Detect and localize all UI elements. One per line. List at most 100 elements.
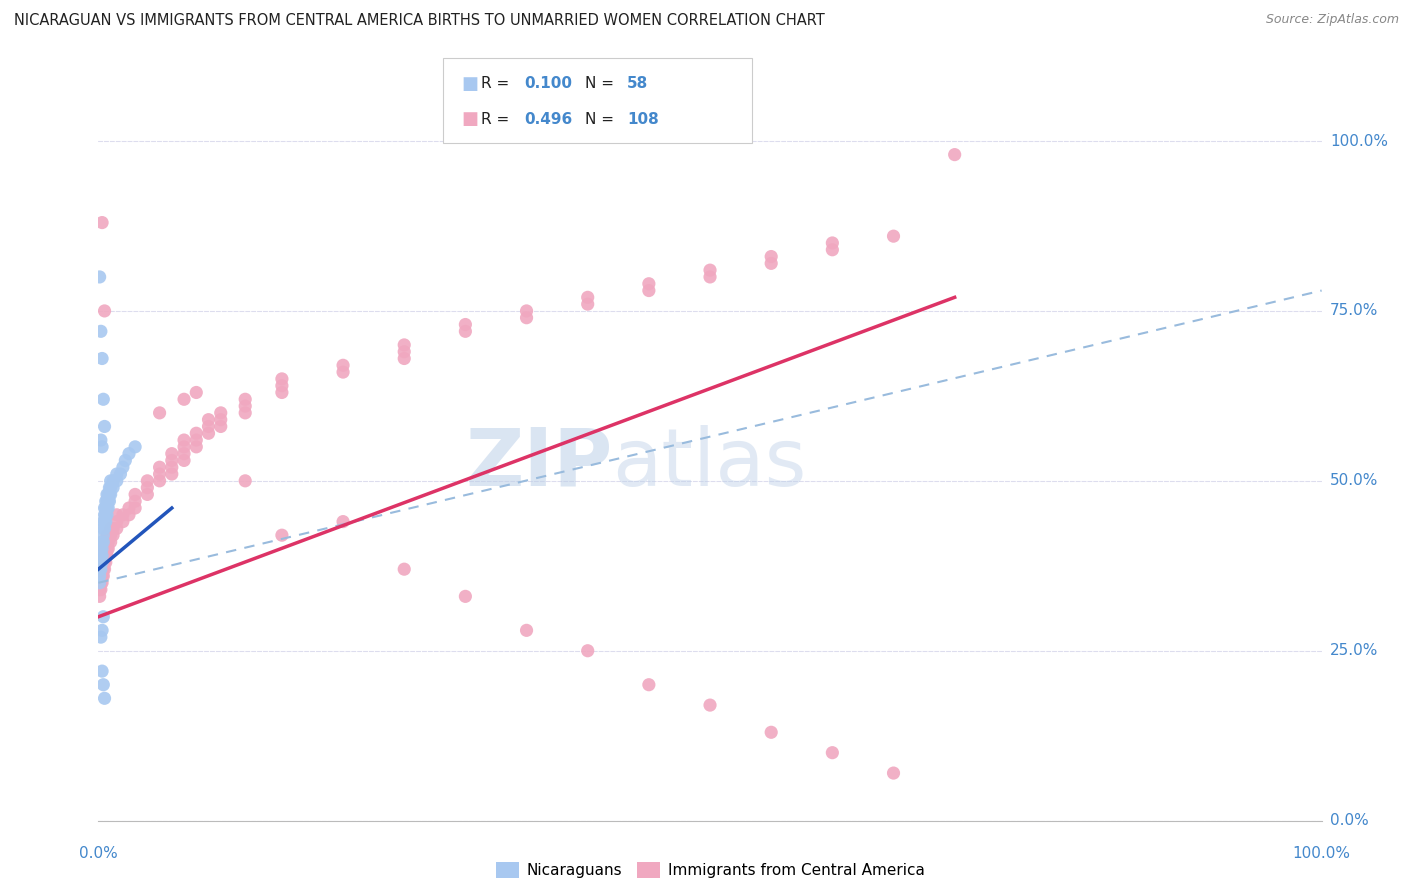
Point: [197, 426, 219, 441]
Point: [515, 310, 537, 325]
Point: [100, 535, 122, 549]
Text: 0.496: 0.496: [524, 112, 572, 127]
Point: [91, 555, 114, 569]
Point: [100, 528, 122, 542]
Point: [515, 624, 537, 638]
Point: [96, 494, 118, 508]
Text: ZIP: ZIP: [465, 425, 612, 503]
Point: [94, 508, 117, 522]
Point: [91, 569, 114, 583]
Point: [93, 549, 115, 563]
Point: [93, 562, 115, 576]
Point: [96, 549, 118, 563]
Point: [270, 378, 294, 392]
Point: [98, 481, 121, 495]
Point: [91, 535, 114, 549]
Point: [454, 590, 477, 604]
Point: [100, 521, 122, 535]
Point: [149, 406, 172, 420]
Point: [96, 528, 118, 542]
Text: 75.0%: 75.0%: [1330, 303, 1378, 318]
Point: [97, 528, 120, 542]
Point: [761, 250, 783, 264]
Point: [98, 494, 121, 508]
Point: [454, 324, 477, 338]
Point: [91, 678, 114, 692]
Point: [105, 508, 128, 522]
Point: [699, 263, 721, 277]
Point: [93, 555, 115, 569]
Point: [89, 582, 111, 597]
Point: [124, 501, 146, 516]
Point: [186, 385, 208, 400]
Point: [97, 541, 120, 556]
Point: [93, 508, 115, 522]
Point: [392, 351, 416, 366]
Text: ■: ■: [461, 111, 478, 128]
Point: [90, 433, 112, 447]
Point: [89, 562, 111, 576]
Point: [100, 487, 122, 501]
Point: [94, 494, 117, 508]
Point: [197, 412, 219, 426]
Point: [96, 541, 118, 556]
Point: [91, 609, 114, 624]
Point: [96, 508, 118, 522]
Point: [270, 372, 294, 386]
Point: [93, 521, 115, 535]
Point: [761, 256, 783, 270]
Point: [94, 541, 117, 556]
Point: [111, 460, 134, 475]
Point: [160, 447, 183, 461]
Point: [91, 555, 114, 569]
Point: [96, 535, 118, 549]
Text: Source: ZipAtlas.com: Source: ZipAtlas.com: [1265, 13, 1399, 27]
Point: [233, 474, 256, 488]
Point: [821, 746, 844, 760]
Point: [93, 541, 115, 556]
Point: [90, 582, 112, 597]
Text: 50.0%: 50.0%: [1330, 474, 1378, 488]
Point: [90, 324, 112, 338]
Point: [91, 521, 114, 535]
Point: [637, 678, 661, 692]
Point: [96, 501, 118, 516]
Point: [91, 549, 114, 563]
Point: [89, 575, 111, 590]
Point: [111, 515, 134, 529]
Point: [97, 501, 120, 516]
Point: [94, 549, 117, 563]
Point: [91, 440, 114, 454]
Text: ■: ■: [461, 75, 478, 93]
Point: [149, 467, 172, 481]
Point: [197, 419, 219, 434]
Point: [160, 453, 183, 467]
Point: [94, 535, 117, 549]
Point: [173, 392, 195, 407]
Point: [209, 412, 232, 426]
Point: [160, 460, 183, 475]
Point: [943, 147, 966, 161]
Point: [114, 453, 136, 467]
Point: [173, 440, 195, 454]
Point: [233, 406, 256, 420]
Point: [91, 528, 114, 542]
Point: [105, 515, 128, 529]
Point: [91, 562, 114, 576]
Point: [883, 229, 905, 244]
Point: [110, 467, 132, 481]
Point: [270, 385, 294, 400]
Point: [90, 562, 112, 576]
Point: [90, 549, 112, 563]
Point: [91, 216, 114, 230]
Point: [186, 426, 208, 441]
Point: [91, 535, 114, 549]
Point: [105, 474, 128, 488]
Point: [332, 359, 354, 373]
Point: [209, 406, 232, 420]
Point: [576, 644, 599, 658]
Text: 108: 108: [627, 112, 659, 127]
Point: [101, 528, 124, 542]
Point: [90, 541, 112, 556]
Point: [392, 344, 416, 359]
